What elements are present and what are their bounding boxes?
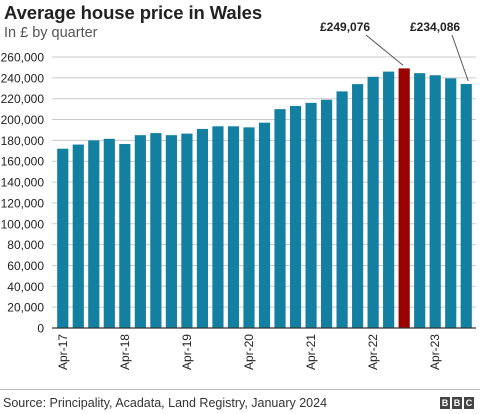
- bar: [181, 133, 193, 328]
- annotation-label: £249,076: [320, 20, 370, 34]
- bar: [414, 73, 426, 329]
- bar: [460, 84, 472, 328]
- bar: [119, 144, 131, 328]
- bar: [72, 144, 84, 328]
- bbc-logo-letter: B: [440, 397, 450, 409]
- bar: [289, 105, 302, 328]
- y-tick-label: 60,000: [7, 259, 44, 273]
- annotation-leader: [451, 34, 469, 82]
- x-tick-label: Apr-23: [428, 334, 442, 370]
- y-tick-label: 240,000: [1, 71, 45, 85]
- footer-divider: [0, 389, 480, 390]
- bar: [398, 68, 410, 328]
- bbc-logo: B B C: [440, 397, 474, 409]
- bar: [88, 140, 100, 328]
- bar: [274, 109, 286, 328]
- bar: [212, 126, 224, 328]
- x-tick-label: Apr-19: [180, 334, 194, 370]
- y-tick-label: 200,000: [1, 113, 45, 127]
- bar: [367, 76, 379, 328]
- bar: [227, 126, 240, 328]
- y-tick-label: 20,000: [7, 301, 44, 315]
- y-tick-label: 0: [37, 322, 44, 336]
- bar: [258, 122, 271, 329]
- bar: [336, 91, 348, 329]
- x-tick-label: Apr-17: [56, 334, 70, 370]
- bbc-logo-letter: B: [452, 397, 462, 409]
- bar-chart: 0 20,000 40,000 60,000 80,000 100,000 120,000 1…: [1, 20, 476, 370]
- bar: [57, 148, 69, 328]
- bar: [305, 102, 317, 328]
- y-tick-label: 260,000: [1, 51, 45, 65]
- bar: [165, 135, 177, 328]
- x-tick-label: Apr-20: [242, 334, 256, 370]
- annotation-leader: [365, 34, 404, 66]
- bbc-logo-letter: C: [464, 397, 474, 409]
- bar: [320, 99, 333, 328]
- x-tick-label: Apr-21: [304, 334, 318, 370]
- bar: [134, 135, 146, 328]
- bar: [196, 128, 209, 328]
- bar: [445, 78, 457, 328]
- source-note: Source: Principality, Acadata, Land Regi…: [3, 396, 328, 410]
- bar: [150, 133, 162, 328]
- x-tick-label: Apr-18: [118, 334, 132, 370]
- bar: [103, 138, 115, 328]
- y-tick-label: 180,000: [1, 134, 45, 148]
- y-tick-label: 120,000: [1, 196, 45, 210]
- chart-title: Average house price in Wales: [4, 2, 263, 23]
- x-tick-label: Apr-22: [366, 334, 380, 370]
- bar: [383, 71, 395, 328]
- y-tick-label: 80,000: [7, 238, 44, 252]
- bar: [243, 127, 255, 328]
- bar: [429, 75, 441, 328]
- y-tick-label: 140,000: [1, 176, 45, 190]
- y-tick-label: 220,000: [1, 92, 45, 106]
- y-tick-label: 100,000: [1, 217, 45, 231]
- annotation-label: £234,086: [410, 20, 460, 34]
- y-tick-label: 160,000: [1, 155, 45, 169]
- bar: [352, 84, 364, 328]
- y-tick-label: 40,000: [7, 280, 44, 294]
- chart-subtitle: In £ by quarter: [4, 25, 98, 41]
